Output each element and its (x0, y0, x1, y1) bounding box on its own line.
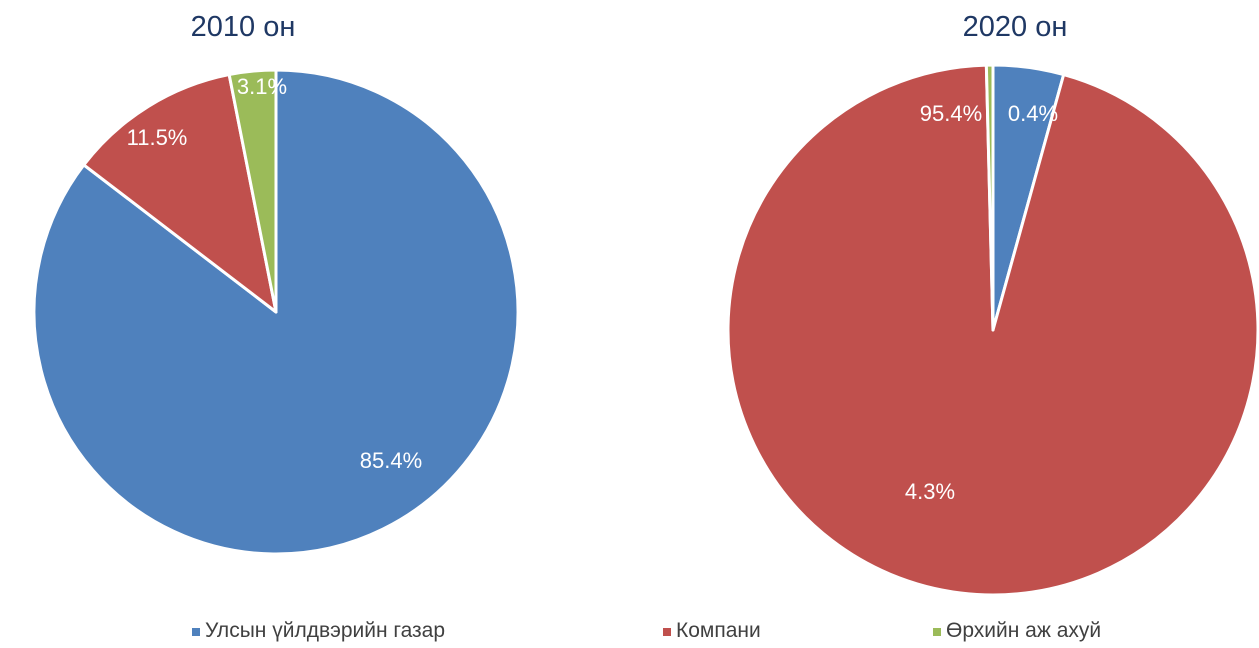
legend-label-company: Компани (676, 619, 761, 642)
pie-title-2020: 2020 он (963, 11, 1068, 43)
legend-swatch-state-enterprise (192, 628, 200, 636)
pie-chart-2020: 2020 он 4.3% 95.4% 0.4% (726, 11, 1259, 597)
legend-label-household: Өрхийн аж ахуй (946, 619, 1101, 642)
data-label-2010-household: 3.1% (237, 74, 287, 99)
data-label-2010-state-enterprise: 85.4% (360, 448, 422, 473)
pie-chart-2010: 2010 он 85.4% 11.5% 3.1% (32, 11, 520, 556)
data-label-2010-company: 11.5% (127, 125, 188, 150)
data-label-2020-state-enterprise: 4.3% (905, 479, 955, 504)
data-label-2020-household: 0.4% (1008, 101, 1058, 126)
data-label-2020-company: 95.4% (920, 101, 982, 126)
legend-item-company: Компани (663, 619, 761, 642)
legend-swatch-company (663, 628, 671, 636)
pie-title-2010: 2010 он (191, 11, 296, 43)
legend-swatch-household (933, 628, 941, 636)
pie-slice-2020-household (984, 63, 995, 332)
legend-label-state-enterprise: Улсын үйлдвэрийн газар (205, 619, 445, 642)
legend-item-household: Өрхийн аж ахуй (933, 619, 1101, 642)
legend-item-state-enterprise: Улсын үйлдвэрийн газар (192, 619, 445, 642)
pie-slice-2010-company (82, 73, 278, 314)
chart-legend: Улсын үйлдвэрийн газар Компани Өрхийн аж… (192, 619, 1101, 642)
pie-slice-2010-household (227, 68, 278, 314)
